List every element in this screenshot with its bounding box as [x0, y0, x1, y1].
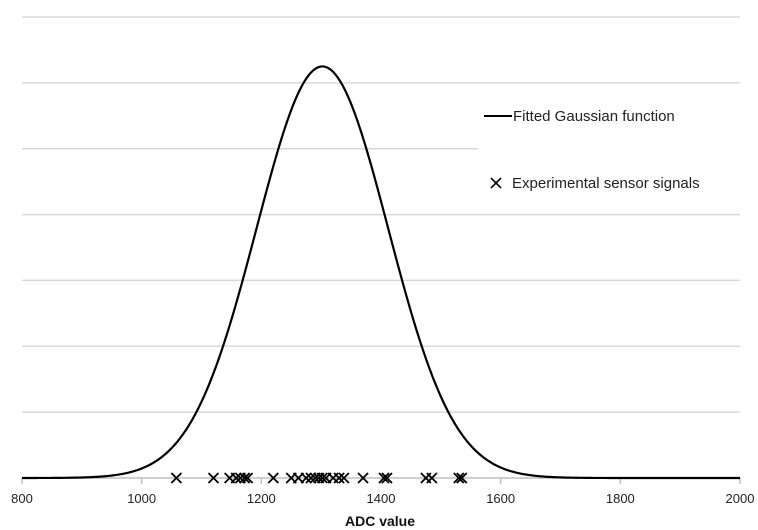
data-point: [456, 472, 468, 484]
data-point: [207, 472, 220, 484]
data-point: [381, 472, 393, 484]
data-point: [426, 472, 438, 484]
data-point: [300, 472, 312, 484]
data-point: [241, 472, 254, 484]
x-tick-label: 1200: [247, 491, 276, 506]
data-point: [378, 472, 390, 484]
series-line-gaussian: [22, 65, 740, 480]
x-tick-label: 2000: [726, 491, 755, 506]
data-point: [453, 472, 465, 484]
x-tick-label: 1400: [367, 491, 396, 506]
data-point: [357, 472, 369, 484]
data-point: [230, 472, 242, 484]
x-tick-label: 800: [11, 491, 33, 506]
data-point: [333, 472, 345, 484]
data-point: [316, 472, 328, 484]
data-point: [267, 472, 279, 484]
x-tick-label: 1800: [606, 491, 635, 506]
legend-label-gaussian: Fitted Gaussian function: [513, 108, 675, 125]
gridlines: [22, 16, 740, 413]
x-axis: 800 1000 1200 1400 1600 1800 2000: [11, 477, 755, 506]
x-tick-label: 1600: [486, 491, 515, 506]
x-tick-label: 1000: [127, 491, 156, 506]
data-point: [238, 472, 251, 484]
x-axis-title: ADC value: [345, 513, 415, 529]
data-point: [170, 472, 183, 484]
legend-label-signals: Experimental sensor signals: [512, 175, 700, 192]
plot-area: [22, 65, 740, 484]
legend: Fitted Gaussian function Experimental se…: [484, 108, 700, 192]
legend-x-swatch: [490, 177, 502, 189]
data-point: [338, 472, 350, 484]
